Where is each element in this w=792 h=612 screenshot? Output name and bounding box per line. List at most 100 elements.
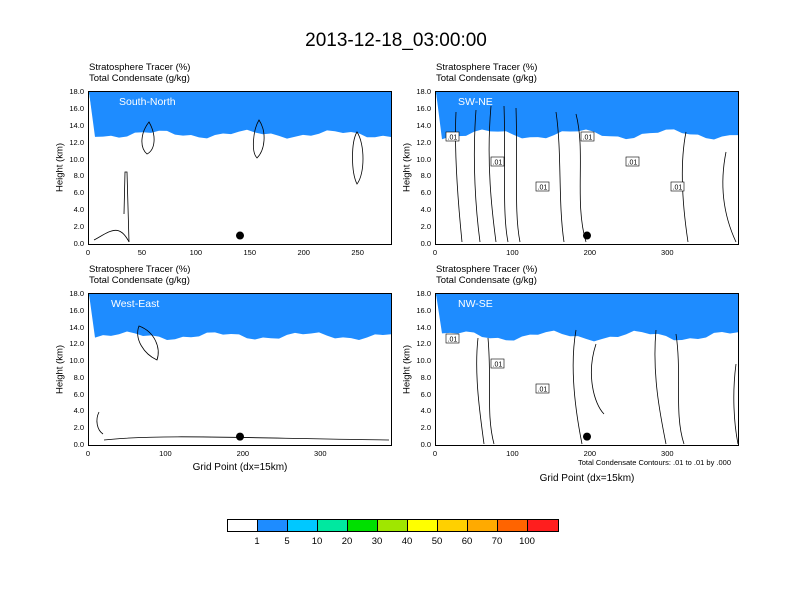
contour-label: .01 — [535, 383, 550, 394]
plot-area: West-East — [88, 293, 392, 446]
contour-label: .01 — [625, 156, 640, 167]
condensate-contour — [591, 343, 605, 415]
x-tick-label: 250 — [351, 248, 364, 257]
condensate-contour — [455, 111, 463, 243]
panel-header-tracer: Stratosphere Tracer (%) — [436, 264, 538, 275]
colorbar-box — [228, 520, 258, 531]
condensate-contour — [488, 105, 497, 243]
region-label: NW-SE — [458, 298, 493, 310]
colorbar-label: 5 — [284, 536, 290, 547]
colorbar-label: 1 — [254, 536, 260, 547]
x-tick-label: 100 — [506, 248, 519, 257]
condensate-contour — [476, 337, 485, 445]
condensate-contour — [123, 171, 130, 243]
condensate-contour — [503, 105, 509, 243]
y-tick-label: 8.0 — [73, 372, 84, 382]
y-tick-label: 8.0 — [420, 171, 431, 181]
colorbar-box — [378, 520, 408, 531]
contour-label: .01 — [445, 131, 460, 142]
condensate-contour — [352, 131, 364, 185]
contour-label: .01 — [535, 181, 550, 192]
y-tick-label: 14.0 — [69, 120, 84, 130]
panel-header-tracer: Stratosphere Tracer (%) — [89, 264, 191, 275]
condensate-contour — [722, 151, 737, 243]
y-tick-label: 16.0 — [416, 305, 431, 315]
condensate-contour — [515, 107, 521, 243]
y-tick-label: 14.0 — [416, 322, 431, 332]
location-marker — [236, 432, 244, 441]
y-tick-label: 4.0 — [420, 406, 431, 416]
region-label: South-North — [119, 96, 176, 108]
y-tick-label: 2.0 — [73, 423, 84, 433]
y-tick-label: 14.0 — [69, 322, 84, 332]
y-tick-label: 10.0 — [416, 154, 431, 164]
y-tick-label: 10.0 — [69, 154, 84, 164]
tracer-band-1 — [89, 92, 391, 139]
heatmap-svg: .01 .01 .01 .01 .01 .01 — [436, 92, 738, 243]
x-tick-label: 0 — [85, 449, 91, 458]
condensate-contour — [473, 109, 481, 243]
y-tick-label: 14.0 — [416, 120, 431, 130]
location-marker — [236, 231, 244, 240]
y-tick-label: 18.0 — [69, 289, 84, 298]
colorbar-label: 50 — [431, 536, 443, 547]
x-tick-label: 0 — [432, 248, 438, 257]
x-axis-label: Grid Point (dx=15km) — [192, 462, 288, 473]
colorbar-label: 70 — [491, 536, 503, 547]
plot-area: .01 .01 .01 .01 .01 .01 SW-NE — [435, 91, 739, 245]
y-tick-label: 2.0 — [420, 423, 431, 433]
y-tick-label: 16.0 — [69, 305, 84, 315]
svg-text:.01: .01 — [493, 362, 503, 369]
x-tick-label: 200 — [297, 248, 310, 257]
condensate-contour — [572, 329, 583, 445]
y-tick-label: 10.0 — [69, 356, 84, 366]
colorbar-box — [258, 520, 288, 531]
svg-text:.01: .01 — [628, 160, 638, 167]
contour-label: .01 — [580, 131, 595, 142]
y-tick-label: 6.0 — [420, 188, 431, 198]
y-tick-label: 10.0 — [416, 356, 431, 366]
x-tick-label: 200 — [583, 248, 597, 257]
y-tick-label: 4.0 — [73, 205, 84, 215]
y-tick-label: 16.0 — [416, 103, 431, 113]
x-tick-label: 150 — [243, 248, 257, 257]
x-tick-label: 200 — [583, 449, 597, 458]
y-tick-label: 12.0 — [416, 339, 431, 349]
x-axis-label: Grid Point (dx=15km) — [539, 473, 635, 484]
region-label: West-East — [111, 298, 160, 310]
colorbar-box — [498, 520, 528, 531]
svg-text:.01: .01 — [538, 185, 548, 192]
x-tick-label: 300 — [661, 449, 674, 458]
y-tick-label: 4.0 — [73, 406, 84, 416]
colorbar-box — [468, 520, 498, 531]
contour-label: .01 — [490, 358, 505, 369]
panel-header-condensate: Total Condensate (g/kg) — [89, 73, 190, 84]
svg-text:.01: .01 — [673, 185, 683, 192]
y-tick-label: 12.0 — [416, 137, 431, 147]
svg-text:.01: .01 — [448, 135, 458, 142]
colorbar-box — [348, 520, 378, 531]
svg-text:.01: .01 — [583, 135, 593, 142]
contour-note: Total Condensate Contours: .01 to .01 by… — [578, 458, 732, 467]
y-tick-label: 0.0 — [420, 239, 431, 248]
condensate-contour — [675, 333, 685, 445]
heatmap-svg — [89, 294, 391, 441]
colorbar — [227, 519, 559, 532]
contour-label: .01 — [490, 156, 505, 167]
x-tick-label: 50 — [137, 248, 147, 257]
colorbar-label: 100 — [519, 536, 535, 547]
condensate-contour — [96, 411, 104, 435]
colorbar-box — [528, 520, 558, 531]
condensate-contour — [141, 121, 155, 155]
y-tick-label: 12.0 — [69, 339, 84, 349]
y-tick-label: 6.0 — [420, 389, 431, 399]
y-tick-label: 18.0 — [69, 87, 84, 96]
y-tick-label: 4.0 — [420, 205, 431, 215]
colorbar-box — [288, 520, 318, 531]
condensate-contour — [103, 436, 390, 441]
condensate-contour — [733, 363, 738, 445]
region-label: SW-NE — [458, 96, 493, 108]
y-tick-label: 2.0 — [73, 222, 84, 232]
y-tick-label: 0.0 — [420, 440, 431, 449]
condensate-contour — [253, 119, 265, 159]
